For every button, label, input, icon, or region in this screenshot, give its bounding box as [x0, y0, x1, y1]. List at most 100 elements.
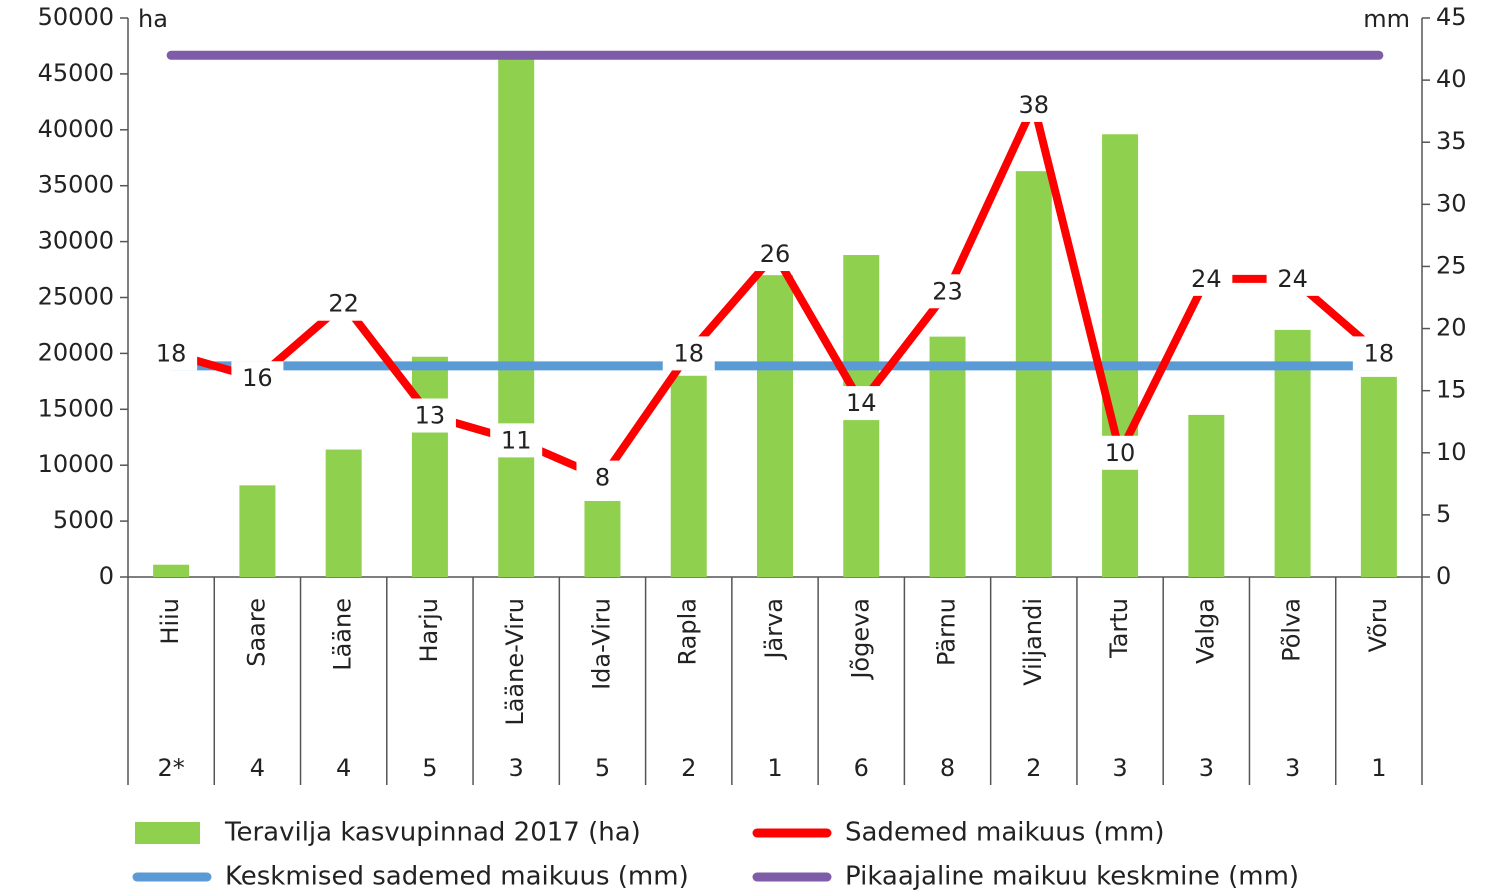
x-tick-label: Pärnu [933, 598, 961, 666]
category-note: 1 [1371, 754, 1386, 782]
data-label: 8 [595, 464, 610, 492]
y-tick-label: 50000 [38, 3, 114, 31]
x-tick-label: Tartu [1105, 598, 1133, 659]
category-note: 4 [336, 754, 351, 782]
data-label: 24 [1191, 265, 1222, 293]
x-tick-label: Harju [415, 598, 443, 663]
y-tick-label: 5000 [53, 506, 114, 534]
bar [584, 500, 621, 577]
bar [1102, 134, 1139, 577]
bar [757, 275, 793, 577]
y2-tick-label: 20 [1436, 314, 1467, 342]
category-note: 3 [1112, 754, 1127, 782]
x-tick-label: Ida-Viru [587, 598, 615, 690]
bar [1360, 376, 1397, 577]
y-tick-label: 40000 [38, 115, 114, 143]
data-label-bg [1180, 261, 1233, 296]
category-note: 3 [1285, 754, 1300, 782]
category-note: 5 [422, 754, 437, 782]
data-label-bg [145, 336, 198, 371]
y-unit-label: ha [138, 5, 168, 33]
data-label-bg [749, 237, 801, 272]
data-label: 10 [1105, 439, 1136, 467]
data-label-bg [403, 398, 456, 433]
y2-tick-label: 35 [1436, 127, 1467, 155]
category-note: 2* [157, 754, 184, 782]
data-label: 22 [328, 290, 359, 318]
data-label-bg [921, 274, 974, 309]
y-tick-label: 10000 [38, 450, 114, 478]
y-tick-label: 35000 [38, 171, 114, 199]
y2-tick-label: 25 [1436, 251, 1467, 279]
legend-label: Teravilja kasvupinnad 2017 (ha) [224, 818, 641, 848]
data-label-bg [317, 286, 370, 321]
bar [325, 449, 362, 577]
y2-tick-label: 30 [1436, 189, 1467, 217]
y-tick-label: 30000 [38, 227, 114, 255]
data-label: 14 [846, 389, 877, 417]
data-label: 18 [1364, 339, 1395, 367]
legend-label: Keskmised sademed maikuus (mm) [225, 862, 689, 892]
bar [929, 336, 966, 577]
y-tick-label: 15000 [38, 394, 114, 422]
bar [1274, 329, 1311, 577]
data-label-bg [490, 423, 543, 458]
x-tick-label: Saare [242, 598, 270, 667]
category-note: 8 [940, 754, 955, 782]
y2-tick-label: 15 [1436, 376, 1467, 404]
y2-tick-label: 40 [1436, 65, 1467, 93]
category-note: 3 [509, 754, 524, 782]
data-label: 16 [242, 364, 273, 392]
y2-unit-label: mm [1363, 5, 1410, 33]
x-tick-label: Võru [1364, 598, 1392, 652]
x-tick-label: Põlva [1278, 598, 1306, 662]
y2-tick-label: 5 [1436, 500, 1451, 528]
bar [239, 485, 276, 577]
data-label-bg [662, 336, 715, 371]
y-tick-label: 20000 [38, 338, 114, 366]
legend-label: Sademed maikuus (mm) [845, 818, 1164, 848]
bar [411, 356, 448, 577]
y-tick-label: 0 [99, 562, 114, 590]
y-tick-label: 45000 [38, 59, 114, 87]
x-tick-label: Rapla [674, 598, 702, 665]
data-label-bg [835, 386, 888, 421]
bar [153, 564, 190, 577]
data-label-bg [231, 361, 284, 396]
category-note: 2 [681, 754, 696, 782]
y2-tick-label: 10 [1436, 438, 1467, 466]
x-tick-label: Viljandi [1019, 598, 1047, 686]
data-label: 13 [415, 402, 446, 430]
data-label: 24 [1277, 265, 1308, 293]
bar [670, 375, 707, 577]
data-label: 23 [932, 277, 963, 305]
y2-tick-label: 45 [1436, 3, 1467, 31]
legend-label: Pikaajaline maikuu keskmine (mm) [845, 862, 1299, 892]
category-note: 1 [767, 754, 782, 782]
data-label-bg [576, 460, 629, 495]
data-label-bg [1266, 261, 1319, 296]
category-note: 4 [250, 754, 265, 782]
y-tick-label: 25000 [38, 283, 114, 311]
category-note: 3 [1199, 754, 1214, 782]
data-label: 38 [1019, 91, 1050, 119]
data-label: 18 [673, 339, 704, 367]
bar [498, 57, 535, 577]
x-tick-label: Jõgeva [846, 598, 874, 681]
x-tick-label: Hiiu [156, 598, 184, 645]
data-label-bg [1352, 336, 1405, 371]
category-note: 2 [1026, 754, 1041, 782]
x-tick-label: Järva [760, 598, 788, 661]
category-note: 6 [854, 754, 869, 782]
category-note: 5 [595, 754, 610, 782]
data-label: 11 [501, 426, 532, 454]
bar [1188, 414, 1225, 577]
x-tick-label: Lääne-Viru [501, 598, 529, 726]
data-label: 26 [760, 240, 791, 268]
x-tick-label: Lääne [329, 598, 357, 671]
data-label-bg [1094, 435, 1147, 470]
data-label-bg [1007, 87, 1060, 122]
bar [1015, 171, 1052, 577]
data-label: 18 [156, 339, 187, 367]
